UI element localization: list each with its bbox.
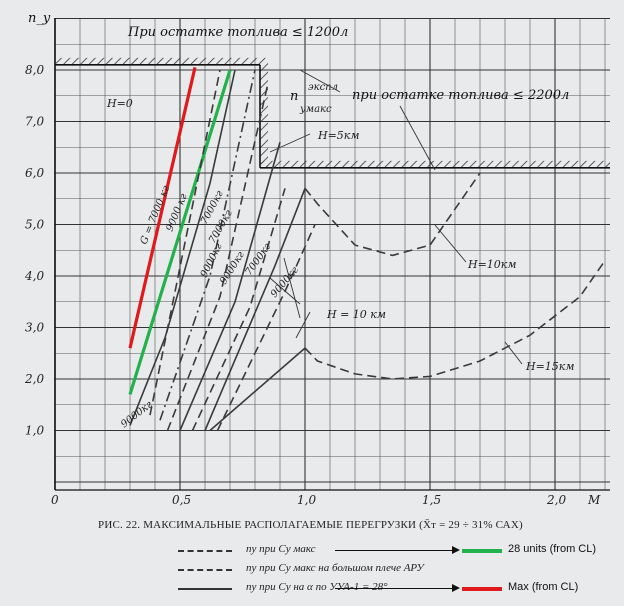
curves bbox=[128, 67, 606, 432]
series-line-7 bbox=[191, 188, 286, 431]
wall-hatch bbox=[260, 57, 268, 168]
leader-line bbox=[434, 224, 467, 263]
limit-2200-hatch bbox=[260, 160, 610, 168]
arrow-line bbox=[335, 550, 455, 551]
series-line-3 bbox=[129, 69, 236, 426]
legend-callout-2: Max (from CL) bbox=[508, 581, 579, 593]
legend-swatch-green bbox=[462, 549, 502, 553]
y-axis-label: n_y bbox=[28, 11, 51, 26]
series-line-2 bbox=[149, 69, 221, 416]
chart-canvas: 0 0,5 1,0 1,5 2,0 1,0 2,0 3,0 4,0 5,0 6,0 7,0 8,0 n_y… bbox=[24, 11, 610, 507]
y-tick-label: 5,0 bbox=[25, 218, 44, 232]
label-g7000-d: 7000кг bbox=[243, 242, 273, 278]
series-line-11 bbox=[304, 172, 481, 257]
leader-line bbox=[295, 311, 311, 339]
grid bbox=[54, 17, 610, 491]
label-h15: H=15км bbox=[525, 360, 575, 373]
x-axis-label: M bbox=[587, 493, 601, 507]
figure-caption: РИС. 22. МАКСИМАЛЬНЫЕ РАСПОЛАГАЕМЫЕ ПЕРЕ… bbox=[98, 519, 523, 531]
y-tick-label: 7,0 bbox=[25, 115, 44, 129]
label-h5: H=5км bbox=[317, 129, 360, 142]
label-n-sub: умакс bbox=[299, 104, 332, 115]
series-line-10 bbox=[209, 347, 306, 432]
legend-line-dash bbox=[178, 550, 232, 552]
label-h0: H=0 bbox=[106, 97, 133, 110]
series-line-8 bbox=[204, 188, 306, 431]
limit-1200-hatch bbox=[55, 57, 260, 65]
legend-swatch-red bbox=[462, 587, 502, 591]
y-tick-label: 8,0 bbox=[25, 63, 44, 77]
y-tick-label: 1,0 bbox=[25, 424, 44, 438]
arrow-head-icon bbox=[452, 584, 460, 592]
x-tick-label: 2,0 bbox=[546, 493, 566, 507]
tick-labels: 0 0,5 1,0 1,5 2,0 1,0 2,0 3,0 4,0 5,0 6,0 7,0 8,0 n_y… bbox=[24, 11, 601, 507]
leader-line bbox=[283, 257, 301, 319]
label-n: n bbox=[290, 89, 298, 104]
y-tick-label: 2,0 bbox=[24, 372, 44, 386]
series-line-12 bbox=[304, 260, 606, 380]
leader-line bbox=[269, 133, 311, 153]
label-h10-mid: H = 10 км bbox=[326, 308, 386, 321]
series-line-1 bbox=[128, 69, 232, 395]
label-g9000-c: 9000кг bbox=[218, 250, 247, 287]
y-tick-label: 3,0 bbox=[25, 321, 44, 335]
label-g9000-b: 9000кг bbox=[199, 242, 225, 280]
legend-text-2: nу при Cу на α по УУА-1 = 28° bbox=[246, 581, 388, 593]
y-tick-label: 4,0 bbox=[24, 269, 44, 283]
arrow-line bbox=[335, 588, 455, 589]
label-n-sup: экспл bbox=[308, 82, 338, 93]
series-line-6 bbox=[179, 141, 281, 431]
x-tick-label: 1,0 bbox=[297, 493, 316, 507]
legend-callout-0: 28 units (from CL) bbox=[508, 543, 597, 555]
legend-text-0: nу при Cу макс bbox=[246, 543, 316, 555]
label-mid-limit: при остатке топлива ≤ 2200л bbox=[352, 88, 569, 103]
x-tick-label: 1,5 bbox=[422, 493, 441, 507]
arrow-head-icon bbox=[452, 546, 460, 554]
legend-line-dashdot bbox=[178, 569, 232, 571]
series-line-0 bbox=[128, 67, 197, 349]
y-tick-label: 6,0 bbox=[25, 166, 44, 180]
series-line-5 bbox=[166, 85, 269, 431]
label-top-limit: При остатке топлива ≤ 1200л bbox=[127, 25, 348, 40]
leader-line bbox=[504, 341, 523, 365]
x-tick-label: 0,5 bbox=[172, 493, 191, 507]
limit-hatching bbox=[55, 57, 610, 169]
x-tick-label: 0 bbox=[51, 493, 59, 507]
leader-line bbox=[299, 69, 341, 93]
leader-line bbox=[399, 105, 436, 171]
legend-text-1: nу при Cу макс на большом плече АРУ bbox=[246, 562, 424, 574]
legend-line-solid bbox=[178, 588, 232, 590]
label-h10-right: H=10км bbox=[467, 258, 517, 271]
